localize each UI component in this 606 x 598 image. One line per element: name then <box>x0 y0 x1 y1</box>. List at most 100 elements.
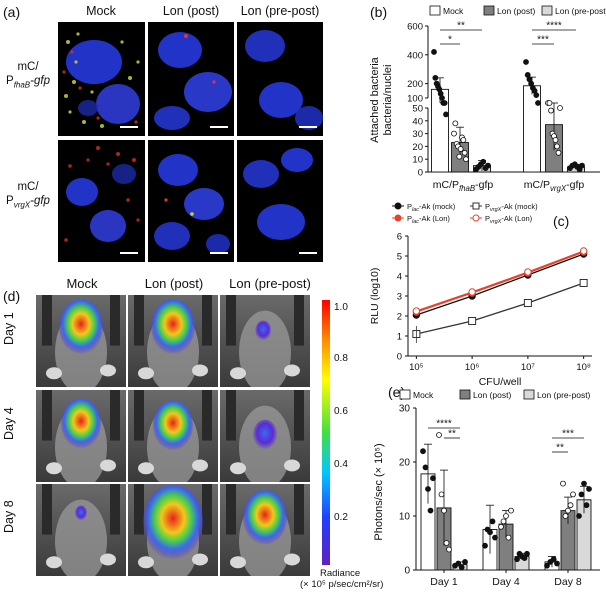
ear-bar-left <box>42 295 52 346</box>
mouse-body <box>239 310 291 387</box>
mouse-image-r1-c2 <box>128 295 218 387</box>
data-point <box>586 486 592 492</box>
panel-d-row-day8: Day 8 <box>2 500 16 533</box>
legend-swatch-2 <box>459 389 471 400</box>
mouse-image-art <box>36 295 126 387</box>
mouse-paw-left <box>46 367 62 380</box>
micrograph-fhab-mock <box>58 22 145 136</box>
legend-label-1: Mock <box>413 390 434 400</box>
mouse-paw-left <box>46 556 62 569</box>
data-point <box>451 130 457 137</box>
mouse-image-art <box>36 390 126 482</box>
data-point <box>461 149 468 156</box>
chart-e: Mock Lon (post) Lon (pre-post) 0 10 20 30 Photo… <box>373 389 600 588</box>
mouse-image-r1-c3 <box>220 295 310 387</box>
significance-label: * <box>448 35 452 46</box>
legend-marker <box>394 202 402 210</box>
micrograph-vrgx-mock <box>58 140 145 262</box>
series-line <box>416 253 584 316</box>
data-point <box>439 95 445 101</box>
series-line <box>416 251 584 313</box>
data-point <box>427 507 434 514</box>
data-point <box>446 546 452 553</box>
colorbar-tick-02: 0.2 <box>334 512 348 523</box>
data-point <box>578 491 585 498</box>
y-axis-label: RLU (log10) <box>369 268 381 325</box>
micrograph-vrgx-lon-post-art <box>154 154 230 254</box>
legend-label: Plac-Ak (Lon) <box>407 214 450 225</box>
significance-label: *** <box>537 35 549 46</box>
ear-bar-left <box>226 295 236 346</box>
mouse-paw-left <box>230 462 246 475</box>
data-point <box>576 513 582 519</box>
legend-marker <box>472 202 480 210</box>
data-point <box>432 74 439 81</box>
ear-bar-left <box>226 484 236 535</box>
row-label-sub: fhaB <box>13 80 31 90</box>
data-point <box>438 491 445 498</box>
significance-label: **** <box>436 419 452 430</box>
data-point <box>554 143 560 150</box>
chart-c: Plac-Ak (mock) PvrgX-Ak (mock) Plac-Ak (Lo… <box>369 202 592 388</box>
data-point <box>524 268 532 276</box>
data-point <box>455 560 462 567</box>
ear-bar-left <box>42 484 52 535</box>
y-tick-label: 100 <box>407 94 423 105</box>
mouse-paw-right <box>192 553 208 566</box>
panel-b-letter: (b) <box>370 4 388 20</box>
mouse-image-r3-c2 <box>128 484 218 576</box>
panel-a-row-label-fhab: mC/ PfhaB-gfp <box>0 60 56 92</box>
data-point <box>463 156 469 163</box>
mouse-paw-left <box>138 367 154 380</box>
mouse-image-r3-c3 <box>220 484 310 576</box>
mouse-image-art <box>220 295 310 387</box>
data-point <box>503 513 509 519</box>
data-point <box>550 556 557 563</box>
ear-bar-right <box>294 484 304 535</box>
data-point <box>544 562 550 569</box>
panel-d-letter: (d) <box>3 288 21 304</box>
micrograph-vrgx-lon-post <box>148 140 234 262</box>
panel-a-letter: (a) <box>3 4 21 20</box>
mouse-image-r1-c1 <box>36 295 126 387</box>
data-point <box>508 507 514 514</box>
legend-label: PvrgX-Ak (Lon) <box>485 214 533 225</box>
data-point <box>443 111 449 118</box>
y-tick-label: 6 <box>397 232 402 243</box>
mouse-image-art <box>128 390 218 482</box>
colorbar-tick-1: 1.0 <box>334 302 348 313</box>
mouse-image-r3-c1 <box>36 484 126 576</box>
data-point <box>579 279 588 287</box>
mouse-image-art <box>220 484 310 576</box>
micrograph-fhab-lon-prepost-art <box>245 30 323 130</box>
mouse-paw-left <box>230 556 246 569</box>
data-point <box>579 247 588 255</box>
data-point <box>485 162 491 169</box>
mouse-paw-left <box>230 367 246 380</box>
data-point <box>570 491 576 498</box>
data-point <box>546 100 553 106</box>
panel-a-col-lon-post: Lon (post) <box>162 4 220 18</box>
data-point <box>524 550 530 557</box>
data-point <box>443 540 450 546</box>
y-axis-label: Photons/sec (× 10⁵) <box>373 443 385 540</box>
y-axis-label: Attached bacteria <box>369 56 381 142</box>
mouse-paw-right <box>100 553 116 566</box>
mouse-paw-right <box>100 364 116 377</box>
legend-swatch-3 <box>523 389 535 400</box>
row-label-line1: mC/ <box>17 61 39 73</box>
bar-mock <box>523 85 541 173</box>
legend-label-3: Lon (pre-post) <box>537 390 591 400</box>
y-tick-label: 400 <box>407 50 423 61</box>
luminescence-signal <box>153 400 193 451</box>
legend-label-1: Mock <box>443 6 464 16</box>
data-point <box>425 486 431 492</box>
ear-bar-right <box>294 390 304 441</box>
ear-bar-right <box>110 390 120 441</box>
mouse-paw-right <box>192 459 208 472</box>
luminescence-signal <box>255 320 272 341</box>
data-point <box>468 288 476 296</box>
y-tick-label: 0 <box>404 566 410 577</box>
row-label-line2: PvrgX-gfp <box>0 194 56 212</box>
colorbar-label: Radiance (× 10⁵ p/sec/cm²/sr) <box>300 568 383 590</box>
